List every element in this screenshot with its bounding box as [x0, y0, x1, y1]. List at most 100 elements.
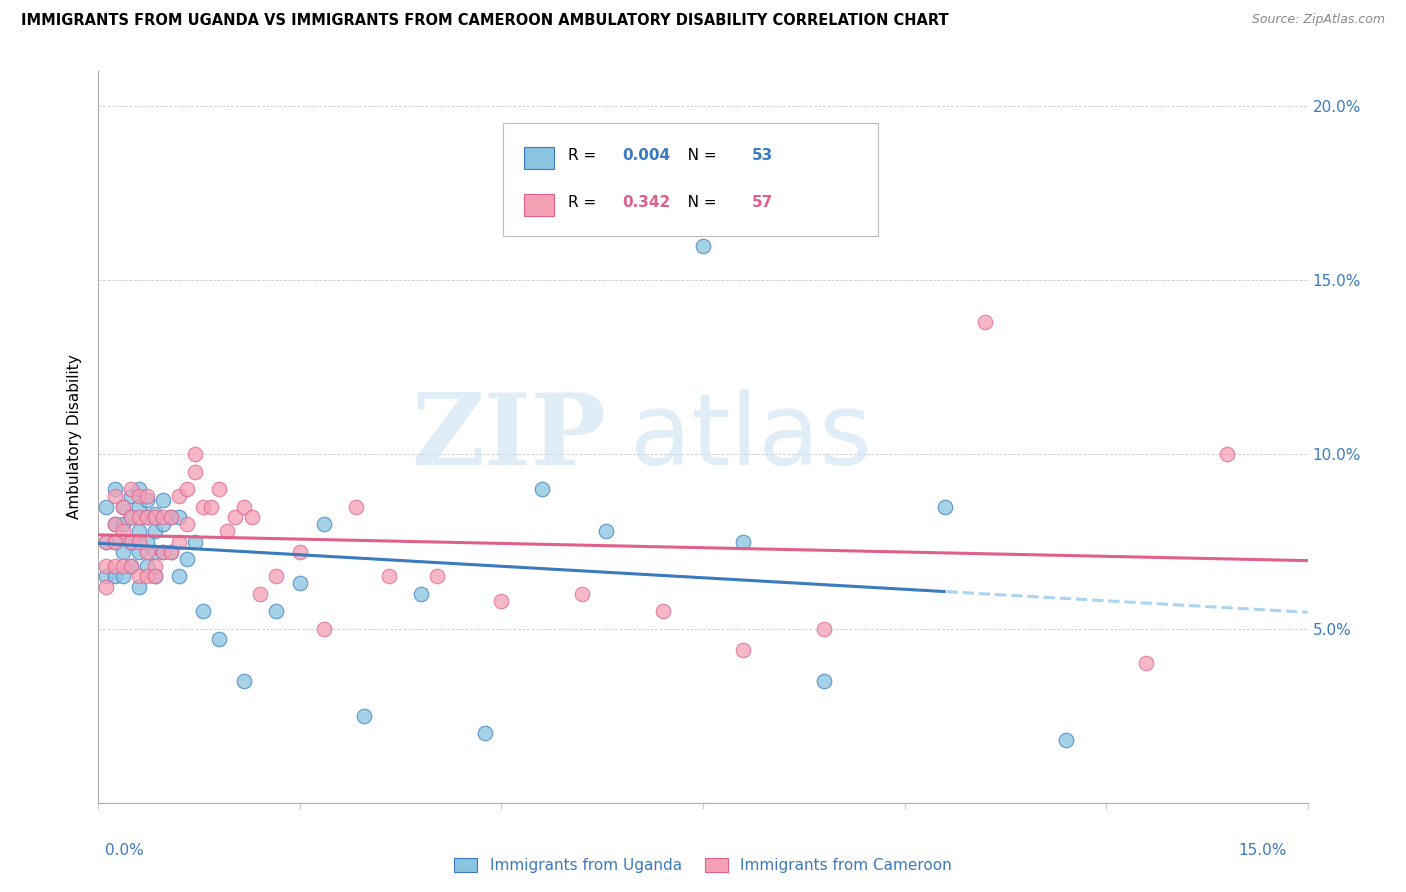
Point [103, 517, 125, 532]
Point [1216, 448, 1239, 462]
FancyBboxPatch shape [524, 147, 554, 169]
Point [120, 534, 142, 549]
Point [143, 569, 166, 583]
Point [96, 580, 118, 594]
Point [377, 569, 399, 583]
Point [152, 545, 174, 559]
Point [208, 483, 231, 497]
Point [152, 545, 174, 559]
Text: 15.0%: 15.0% [1239, 843, 1286, 858]
Point [135, 558, 157, 573]
Point [232, 500, 254, 514]
Point [193, 500, 215, 514]
Text: ZIP: ZIP [412, 389, 606, 485]
Point [152, 510, 174, 524]
Legend: Immigrants from Uganda, Immigrants from Cameroon: Immigrants from Uganda, Immigrants from … [449, 852, 957, 880]
Point [135, 545, 157, 559]
Point [143, 507, 166, 521]
Point [96, 534, 118, 549]
Point [264, 604, 287, 618]
Point [128, 500, 150, 514]
Point [128, 534, 150, 549]
Point [128, 483, 150, 497]
Point [200, 500, 222, 514]
Point [176, 483, 198, 497]
Point [143, 524, 166, 538]
Point [193, 604, 215, 618]
Point [103, 517, 125, 532]
Point [651, 604, 673, 618]
Point [111, 517, 134, 532]
Point [733, 642, 755, 657]
Point [135, 510, 157, 524]
Text: 0.342: 0.342 [621, 195, 671, 211]
Point [733, 534, 755, 549]
Point [120, 510, 142, 524]
Point [176, 552, 198, 566]
Point [474, 726, 496, 740]
Point [167, 489, 190, 503]
Point [128, 524, 150, 538]
Point [176, 517, 198, 532]
Point [111, 558, 134, 573]
Point [143, 558, 166, 573]
Point [167, 534, 190, 549]
Point [96, 534, 118, 549]
Point [135, 534, 157, 549]
Point [96, 558, 118, 573]
Point [120, 558, 142, 573]
Point [111, 524, 134, 538]
Point [571, 587, 593, 601]
Point [128, 580, 150, 594]
Point [143, 545, 166, 559]
Point [184, 465, 207, 479]
Point [240, 510, 263, 524]
Text: 0.0%: 0.0% [105, 843, 145, 858]
Point [314, 517, 336, 532]
Point [353, 708, 375, 723]
Point [111, 569, 134, 583]
Point [409, 587, 432, 601]
Point [120, 558, 142, 573]
FancyBboxPatch shape [524, 194, 554, 216]
Point [135, 510, 157, 524]
Point [232, 673, 254, 688]
Text: R =: R = [568, 195, 600, 211]
Point [160, 545, 183, 559]
Point [160, 510, 183, 524]
Point [160, 510, 183, 524]
Text: R =: R = [568, 148, 600, 163]
Y-axis label: Ambulatory Disability: Ambulatory Disability [67, 355, 83, 519]
Point [167, 510, 190, 524]
Point [426, 569, 449, 583]
Point [160, 545, 183, 559]
Point [120, 510, 142, 524]
Point [152, 517, 174, 532]
Point [974, 315, 997, 329]
Point [184, 534, 207, 549]
Point [143, 510, 166, 524]
Text: N =: N = [673, 195, 721, 211]
Point [96, 500, 118, 514]
Point [264, 569, 287, 583]
Point [249, 587, 271, 601]
Text: atlas: atlas [630, 389, 872, 485]
Point [128, 489, 150, 503]
Point [344, 500, 367, 514]
Point [1135, 657, 1157, 671]
Point [813, 673, 835, 688]
Point [128, 510, 150, 524]
Point [103, 558, 125, 573]
Point [491, 594, 513, 608]
Point [143, 569, 166, 583]
Point [288, 545, 311, 559]
Text: N =: N = [673, 148, 721, 163]
Point [96, 569, 118, 583]
Point [224, 510, 246, 524]
Text: 53: 53 [751, 148, 773, 163]
Text: 0.004: 0.004 [621, 148, 671, 163]
Point [217, 524, 239, 538]
Point [530, 483, 553, 497]
Point [135, 489, 157, 503]
Point [128, 569, 150, 583]
